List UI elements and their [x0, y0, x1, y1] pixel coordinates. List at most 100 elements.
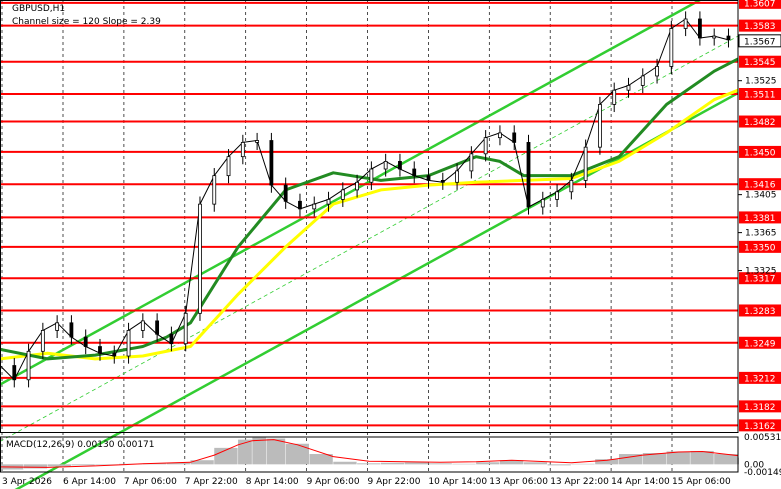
x-tick-label: 13 Apr 06:00 — [489, 477, 548, 487]
candle-body — [626, 85, 631, 91]
candle-body — [469, 153, 474, 172]
x-tick-label: 7 Apr 06:00 — [124, 477, 177, 487]
level-tag — [739, 55, 781, 68]
macd-histogram-bar — [166, 462, 190, 465]
level-tag — [739, 240, 781, 253]
current-price-tag — [738, 34, 781, 48]
candle-body — [540, 198, 545, 208]
macd-histogram-bar — [452, 463, 476, 465]
macd-histogram-bar — [214, 447, 238, 465]
channel-label: Channel size = 120 Slope = 2.39 — [12, 17, 161, 27]
candle-body — [312, 203, 317, 210]
level-tag — [739, 419, 781, 432]
x-tick-label: 9 Apr 22:00 — [368, 477, 421, 487]
macd-histogram-bar — [523, 462, 548, 465]
level-tag — [739, 211, 781, 224]
chart-labels: GBPUSD,H1 Channel size = 120 Slope = 2.3… — [6, 4, 161, 450]
level-label: 1.3212 — [744, 374, 776, 384]
level-tag — [739, 304, 781, 317]
level-tag — [739, 19, 781, 32]
level-label: 1.3283 — [744, 307, 776, 317]
candle-body — [340, 189, 345, 200]
macd-histogram-bar — [595, 459, 619, 465]
candle-body — [283, 184, 288, 202]
candle-body — [569, 179, 574, 193]
level-tag — [739, 178, 781, 191]
price-series — [0, 11, 731, 388]
macd-histogram-bar — [428, 463, 452, 465]
macd-histogram-bar — [666, 451, 690, 465]
price-frame — [0, 0, 739, 433]
candle-body — [455, 170, 459, 183]
candle-body — [169, 333, 174, 345]
level-label: 1.3482 — [744, 118, 776, 128]
macd-histogram-bar — [285, 443, 309, 465]
macd-histogram-bar — [499, 460, 524, 465]
macd-histogram-bar — [47, 464, 71, 467]
macd-label: MACD(12,26,9) 0.00130 0.00171 — [6, 440, 155, 450]
y-tick-label: 1.3325 — [745, 267, 777, 277]
candle-body — [212, 175, 217, 205]
x-tick-label: 9 Apr 06:00 — [307, 477, 360, 487]
candle-body — [83, 336, 88, 347]
candle-body — [298, 200, 302, 210]
macd-y-tick-label: 0.00 — [744, 460, 764, 470]
candle-body — [640, 75, 645, 86]
y-tick-label: 1.3405 — [745, 191, 777, 201]
level-label: 1.3182 — [744, 403, 776, 413]
candle-body — [398, 161, 402, 170]
candle-body — [326, 198, 331, 205]
candle-body — [526, 142, 531, 208]
x-tick-label: 13 Apr 22:00 — [550, 477, 609, 487]
macd-histogram-bar — [404, 462, 429, 465]
x-tick-label: 8 Apr 14:00 — [246, 477, 299, 487]
candle-body — [440, 179, 445, 183]
candle-body — [583, 146, 588, 181]
candle-body — [555, 191, 559, 200]
candle-body — [355, 181, 359, 191]
candle-body — [140, 320, 145, 331]
candle-body — [512, 132, 517, 143]
candle-body — [383, 161, 388, 170]
candle-body — [12, 365, 17, 381]
macd-histogram-bar — [266, 438, 286, 465]
level-label: 1.3545 — [744, 58, 776, 68]
macd-histogram-bar — [714, 454, 738, 465]
candle-body — [369, 168, 374, 183]
macd-histogram-bar — [238, 439, 252, 465]
candle-body — [483, 137, 488, 155]
level-label: 1.3381 — [744, 214, 776, 224]
macd-histogram-bar — [333, 461, 357, 465]
candle-body — [240, 142, 245, 158]
level-label: 1.3450 — [744, 148, 776, 158]
x-tick-label: 7 Apr 22:00 — [185, 477, 238, 487]
candle-body — [412, 168, 417, 177]
level-tag — [739, 115, 781, 128]
macd-y-tick-label: -0.00149 — [744, 468, 781, 478]
level-tag — [739, 0, 781, 9]
macd-histogram-bar — [23, 464, 48, 469]
candle-body — [655, 66, 659, 77]
moving-averages — [0, 57, 739, 361]
macd-histogram-bar — [476, 462, 500, 465]
level-tag — [739, 371, 781, 384]
candle-body — [26, 350, 31, 381]
candle-body — [198, 203, 202, 314]
candle-body — [98, 346, 102, 354]
candle-body — [698, 18, 702, 39]
ma-yellow-line — [0, 88, 739, 361]
level-tag — [739, 336, 781, 349]
macd-panel — [0, 437, 739, 470]
macd-y-tick-label: 0.00531 — [744, 433, 781, 443]
candle-body — [498, 132, 502, 139]
candle-body — [598, 104, 602, 148]
level-lines: 1.3607 1.3583 1.3545 1.3511 1.3482 1.3450 1.34… — [0, 0, 781, 432]
level-label: 1.3162 — [744, 422, 776, 432]
level-tag — [739, 145, 781, 158]
level-tag — [739, 400, 781, 413]
macd-histogram-bar — [357, 463, 381, 465]
ma-green-line — [0, 57, 739, 361]
level-label: 1.3317 — [744, 275, 776, 285]
candle-body — [126, 330, 131, 357]
